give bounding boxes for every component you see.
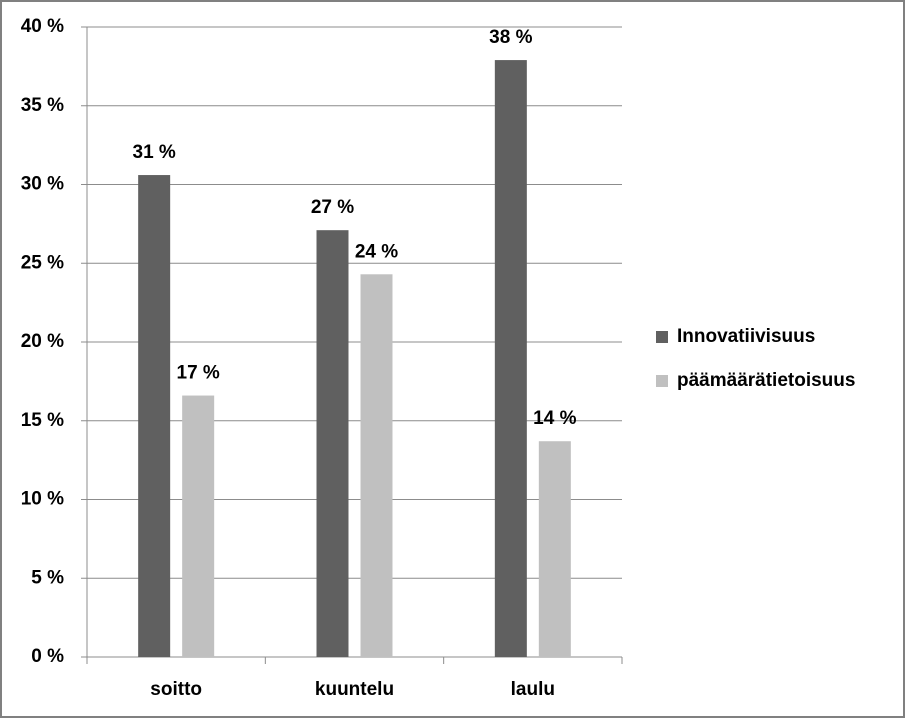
value-label: 38 % (489, 27, 532, 48)
bar (360, 274, 393, 657)
y-tick-label: 25 % (21, 252, 64, 273)
value-label: 31 % (133, 142, 176, 163)
y-tick-label: 5 % (31, 567, 64, 588)
value-label: 27 % (311, 197, 354, 218)
value-label: 24 % (355, 241, 398, 262)
y-tick-label: 15 % (21, 410, 64, 431)
bar (182, 395, 215, 657)
y-tick-label: 40 % (21, 16, 64, 37)
x-tick-label: soitto (150, 679, 202, 700)
y-tick-label: 10 % (21, 489, 64, 510)
value-label: 14 % (533, 408, 576, 429)
y-tick-label: 20 % (21, 331, 64, 352)
bar (538, 441, 571, 657)
y-tick-label: 0 % (31, 646, 64, 667)
legend-label: Innovatiivisuus (677, 326, 815, 347)
bar (316, 230, 349, 658)
legend-swatch (656, 375, 668, 387)
value-label: 17 % (177, 363, 220, 384)
bar (138, 175, 171, 658)
y-tick-label: 35 % (21, 95, 64, 116)
bar (494, 60, 527, 657)
x-tick-label: kuuntelu (315, 679, 394, 700)
legend-label: päämäärätietoisuus (677, 370, 855, 391)
y-tick-label: 30 % (21, 174, 64, 195)
legend-swatch (656, 331, 668, 343)
x-tick-label: laulu (511, 679, 555, 700)
